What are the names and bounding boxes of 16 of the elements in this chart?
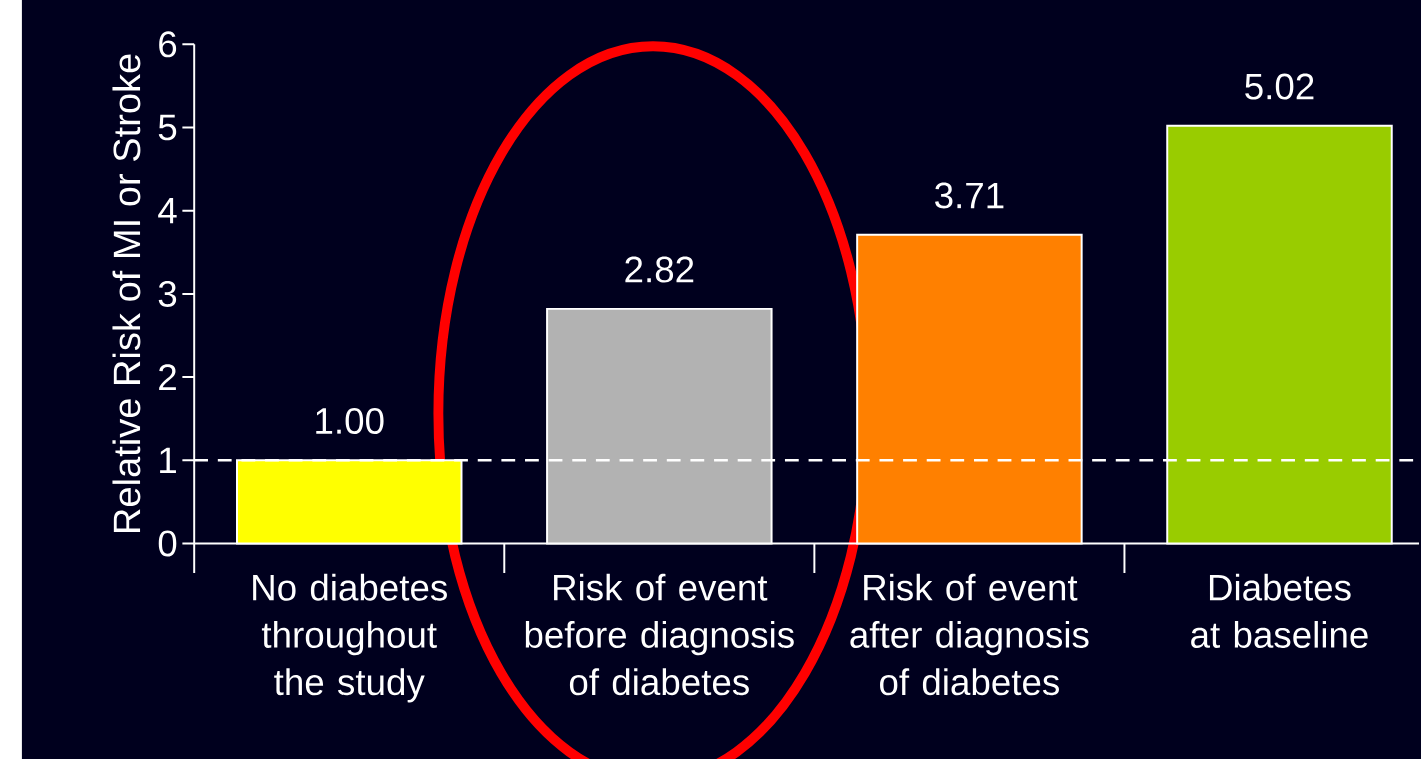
- y-tick-label: 3: [158, 280, 177, 307]
- y-tick-label: 6: [159, 31, 177, 58]
- y-tick-label: 5: [158, 114, 177, 141]
- data-label: 5.02: [1245, 73, 1314, 100]
- y-tick-label: 4: [158, 198, 177, 224]
- x-tick-label: Risk of event before diagnosis of diabetes: [525, 573, 794, 696]
- x-tick-label: Diabetes at baseline: [1191, 573, 1368, 648]
- data-label: 3.71: [935, 182, 1004, 209]
- data-label: 1.00: [316, 407, 384, 434]
- y-axis-title: Relative Risk of MI or Stroke: [112, 54, 141, 532]
- y-tick-label: 2: [159, 364, 176, 390]
- data-label: 2.82: [625, 256, 694, 283]
- y-tick-label: 0: [158, 530, 177, 557]
- x-tick-label: No diabetes throughout the study: [253, 573, 447, 703]
- y-tick-label: 1: [160, 447, 176, 473]
- x-tick-label: Risk of event after diagnosis of diabetes: [850, 573, 1089, 696]
